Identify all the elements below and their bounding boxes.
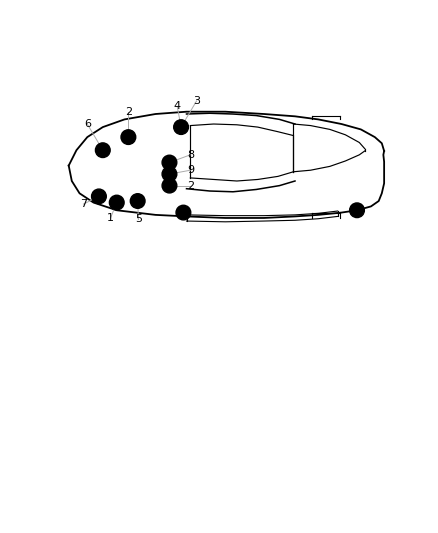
Text: 5: 5	[135, 214, 142, 224]
Text: 2: 2	[187, 181, 194, 191]
Ellipse shape	[95, 143, 110, 158]
Text: 7: 7	[80, 199, 87, 209]
Ellipse shape	[350, 203, 364, 217]
Ellipse shape	[162, 179, 177, 193]
Text: 3: 3	[193, 96, 200, 106]
Text: 4: 4	[173, 101, 181, 111]
Text: 6: 6	[84, 119, 91, 129]
Ellipse shape	[110, 195, 124, 210]
Text: 8: 8	[187, 150, 194, 160]
Text: 1: 1	[107, 213, 114, 223]
Text: 9: 9	[187, 165, 194, 175]
Text: 2: 2	[125, 108, 132, 117]
Ellipse shape	[162, 167, 177, 181]
Ellipse shape	[176, 205, 191, 220]
Ellipse shape	[121, 130, 136, 144]
Ellipse shape	[92, 189, 106, 204]
Ellipse shape	[131, 193, 145, 208]
Ellipse shape	[162, 155, 177, 170]
Ellipse shape	[174, 120, 188, 134]
